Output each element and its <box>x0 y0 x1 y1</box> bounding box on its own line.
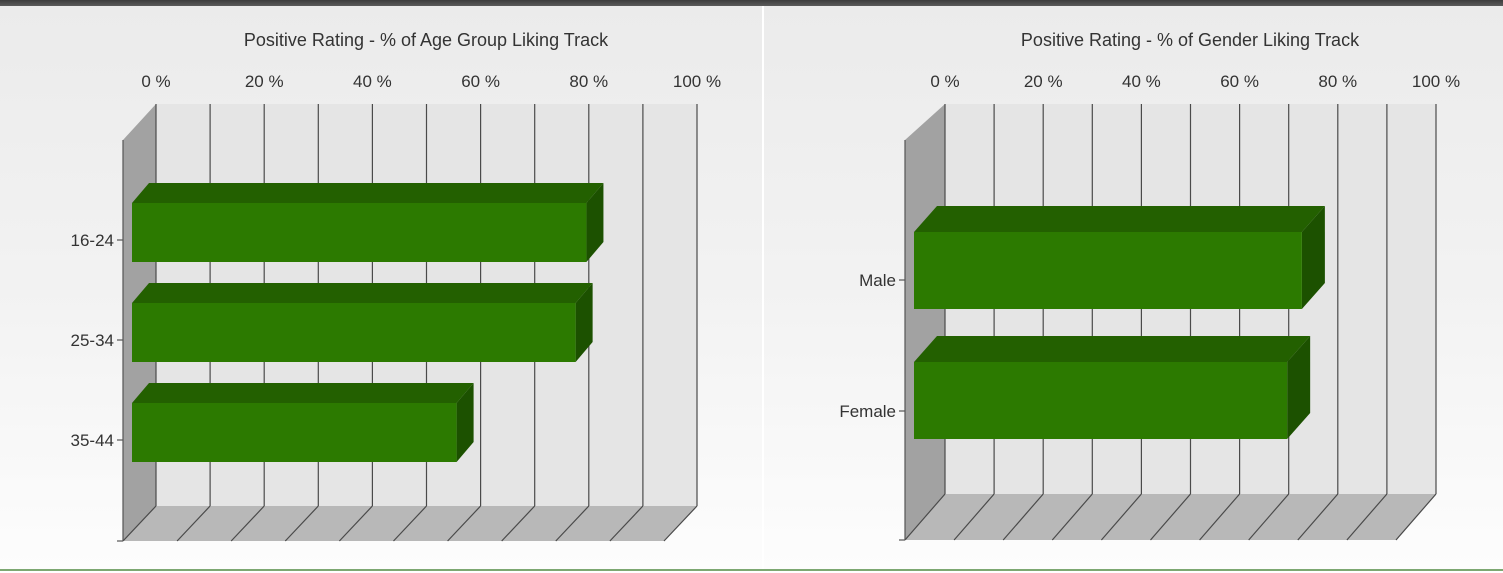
age-bar-top <box>132 283 593 303</box>
gender-bar-side <box>1287 336 1311 439</box>
gender-bar-side <box>1301 206 1325 309</box>
age-floor-gridline <box>176 505 211 542</box>
gender-floor-gridline <box>953 493 995 541</box>
age-floor-gridline <box>501 505 536 542</box>
gender-floor-gridline <box>904 493 946 541</box>
gender-x-tick-label: 0 % <box>930 72 959 91</box>
gender-floor-gridline <box>1150 493 1191 541</box>
age-floor-gridline <box>230 505 265 542</box>
age-bar-top <box>132 183 604 203</box>
age-x-tick-label: 60 % <box>461 72 500 91</box>
age-floor-gridline <box>338 505 373 542</box>
gender-floor-gridline <box>1297 493 1339 541</box>
age-group-chart: Positive Rating - % of Age Group Liking … <box>71 30 721 542</box>
gender-floor-gridline <box>1395 493 1437 541</box>
age-bar-0 <box>132 203 587 262</box>
panel-divider <box>762 6 764 569</box>
age-x-tick-label: 100 % <box>673 72 721 91</box>
bottom-line <box>0 569 1503 571</box>
age-floor-gridline <box>284 505 319 542</box>
age-x-tick-label: 80 % <box>569 72 608 91</box>
age-category-label: 35-44 <box>71 431 114 450</box>
age-bar-1 <box>132 303 576 362</box>
gender-category-label: Male <box>859 271 896 290</box>
gender-x-tick-label: 60 % <box>1220 72 1259 91</box>
gender-bar-top <box>914 206 1325 232</box>
age-category-label: 25-34 <box>71 331 114 350</box>
age-x-tick-label: 40 % <box>353 72 392 91</box>
age-category-label: 16-24 <box>71 231 114 250</box>
top-bar <box>0 0 1503 6</box>
gender-floor-gridline <box>1199 493 1241 541</box>
age-bar-2 <box>132 403 457 462</box>
gender-chart: Positive Rating - % of Gender Liking Tra… <box>839 30 1460 541</box>
age-floor-gridline <box>122 505 157 542</box>
age-x-tick-label: 20 % <box>245 72 284 91</box>
gender-bar-0 <box>914 232 1302 309</box>
age-floor-gridline <box>663 505 698 542</box>
gender-bar-1 <box>914 362 1288 439</box>
gender-bar-top <box>914 336 1311 362</box>
gender-floor-gridline <box>1002 493 1044 541</box>
age-bar-side <box>456 383 474 462</box>
age-floor-gridline <box>555 505 590 542</box>
age-floor-gridline <box>609 505 644 542</box>
gender-floor-gridline <box>1051 493 1093 541</box>
gender-x-tick-label: 20 % <box>1024 72 1063 91</box>
age-bar-side <box>575 283 593 362</box>
gender-category-label: Female <box>839 402 896 421</box>
gender-left-wall <box>905 104 945 540</box>
gender-x-tick-label: 80 % <box>1318 72 1357 91</box>
age-bar-side <box>586 183 604 262</box>
gender-x-tick-label: 40 % <box>1122 72 1161 91</box>
gender-x-tick-label: 100 % <box>1412 72 1460 91</box>
age-x-tick-label: 0 % <box>141 72 170 91</box>
gender-floor-gridline <box>1248 493 1290 541</box>
gender-floor-gridline <box>1100 493 1142 541</box>
age-floor-gridline <box>393 505 427 542</box>
age-chart-title: Positive Rating - % of Age Group Liking … <box>244 30 609 50</box>
age-bar-top <box>132 383 474 403</box>
gender-floor-gridline <box>1346 493 1388 541</box>
age-floor-gridline <box>447 505 482 542</box>
gender-chart-title: Positive Rating - % of Gender Liking Tra… <box>1021 30 1360 50</box>
